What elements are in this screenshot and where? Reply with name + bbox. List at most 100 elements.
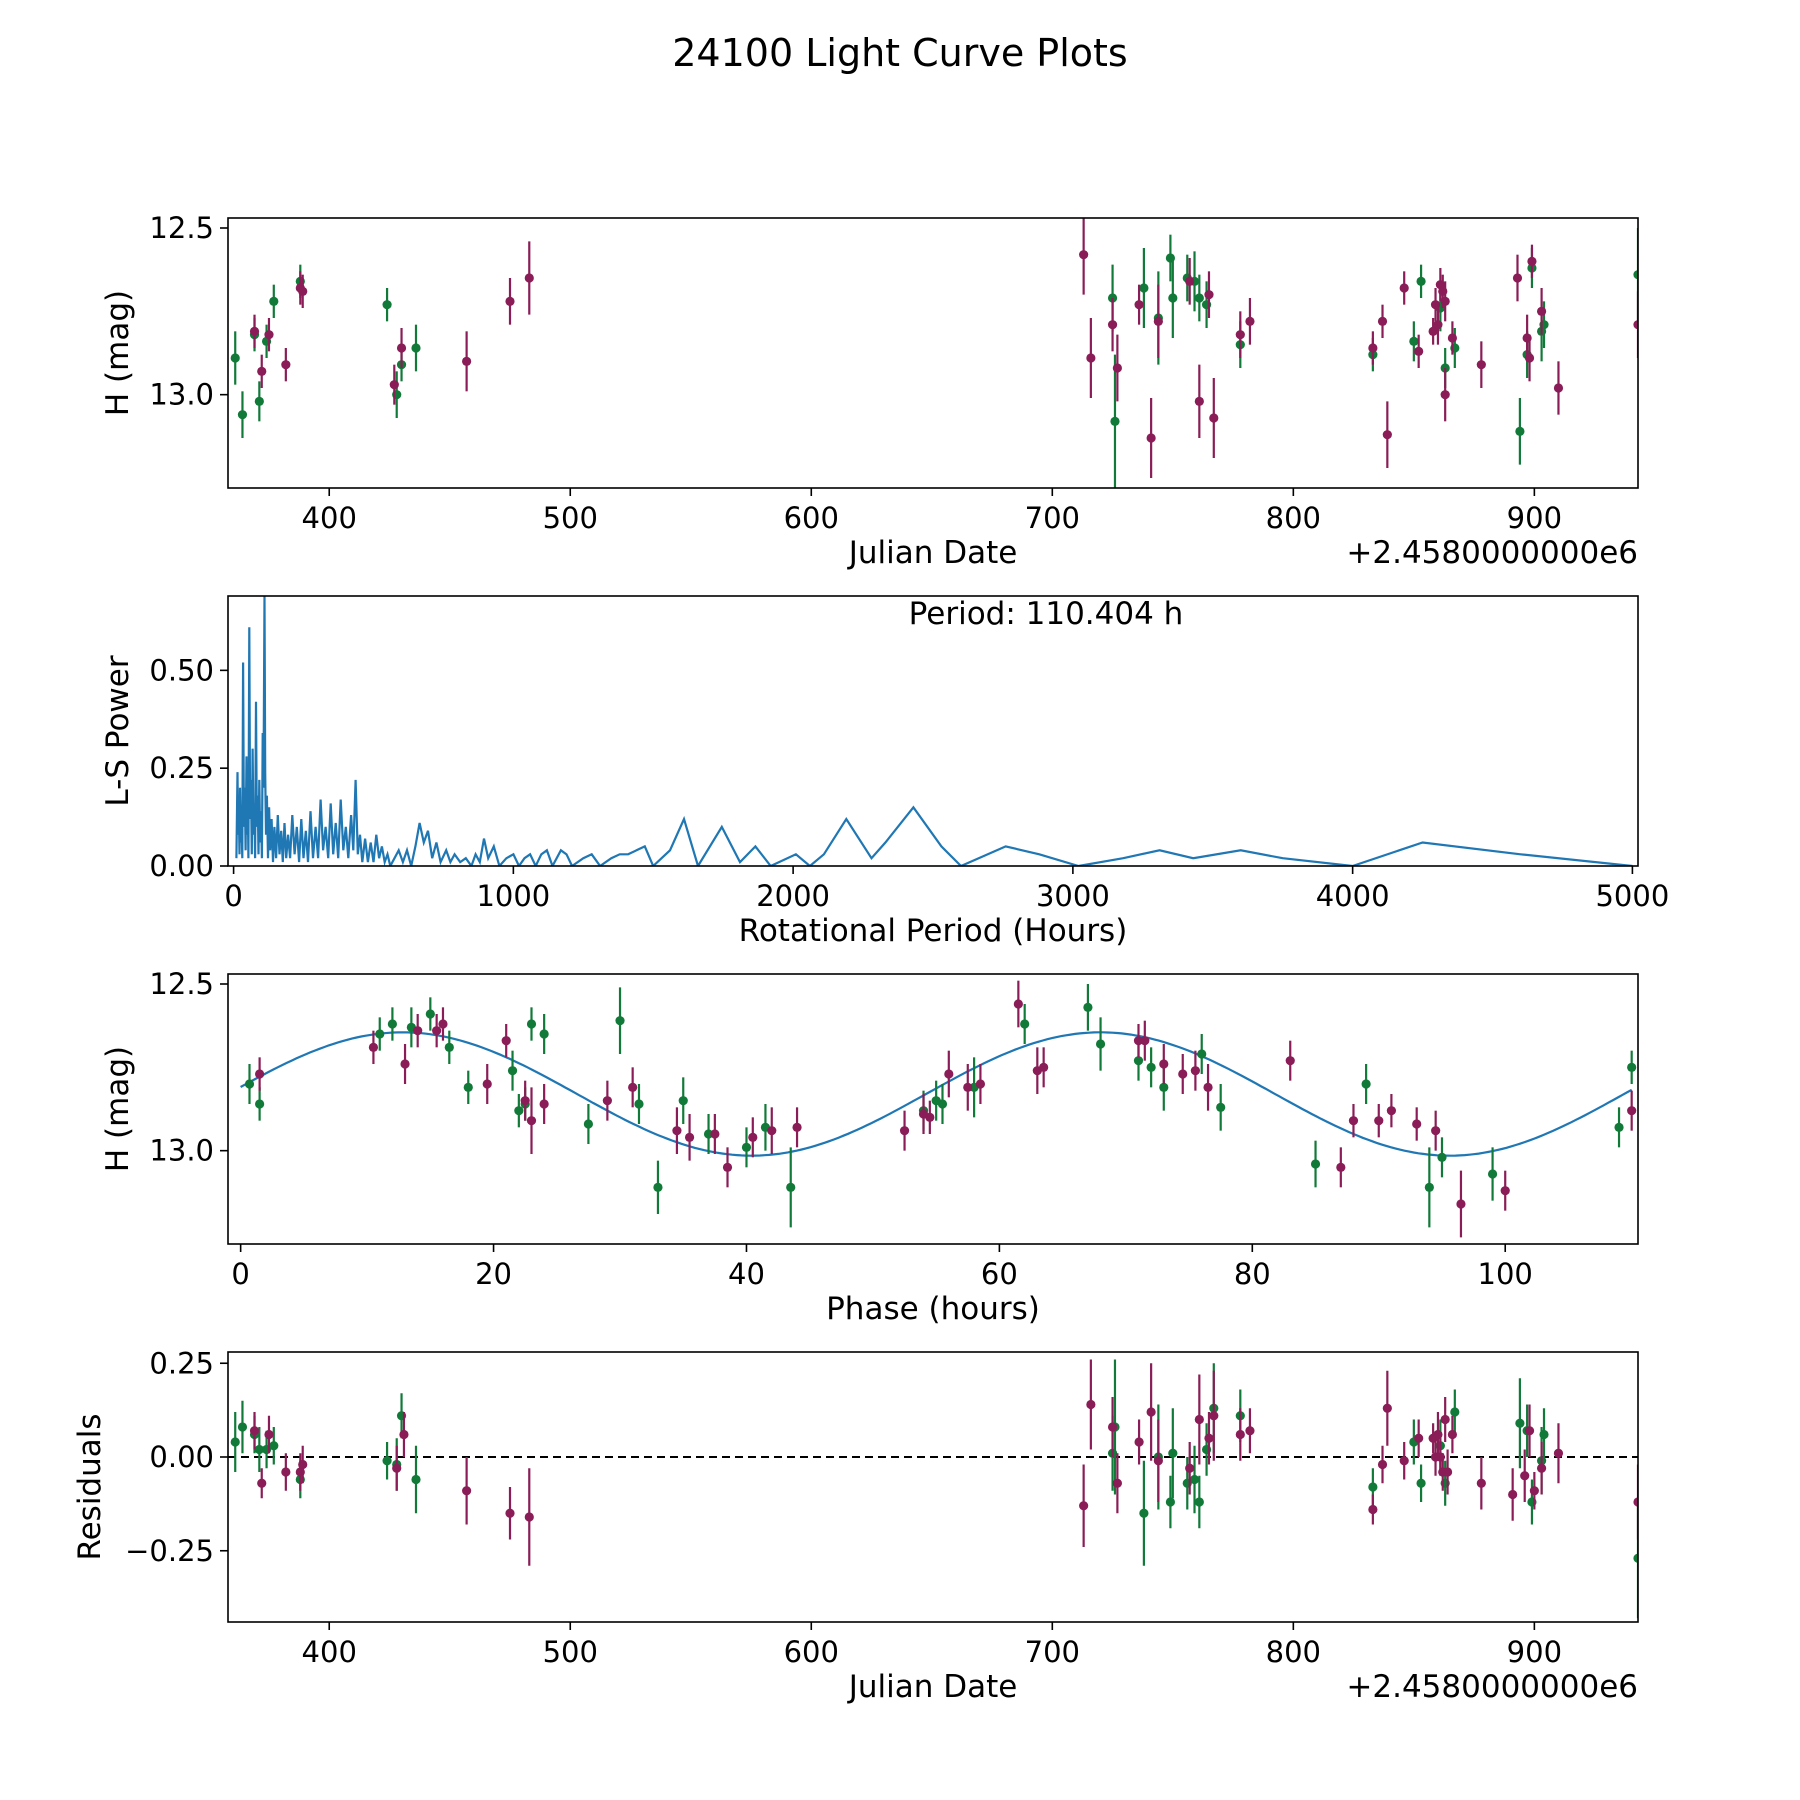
data-point-maroon — [1203, 1082, 1213, 1092]
data-point-green — [1139, 1508, 1149, 1518]
x-tick-label: 40 — [728, 1257, 765, 1291]
data-point-maroon — [368, 1042, 379, 1052]
x-tick-label: 4000 — [1316, 879, 1390, 913]
data-point-maroon — [1178, 1069, 1188, 1079]
data-point-green — [1110, 416, 1120, 426]
data-point-green — [1020, 1019, 1030, 1029]
data-point-maroon — [1399, 283, 1409, 293]
data-point-maroon — [1553, 383, 1564, 393]
data-point-maroon — [1508, 1489, 1518, 1500]
data-point-green — [1189, 1474, 1200, 1485]
data-point-green — [237, 1422, 248, 1432]
data-point-maroon — [1433, 320, 1443, 330]
x-tick-label: 900 — [1507, 501, 1562, 535]
data-point-maroon — [1134, 300, 1144, 310]
data-point-maroon — [1529, 1486, 1539, 1496]
data-point-maroon — [1159, 1059, 1169, 1069]
data-point-green — [1361, 1079, 1371, 1089]
data-point-maroon — [748, 1132, 758, 1142]
data-point-green — [1539, 1429, 1549, 1440]
y-tick-label: 12.5 — [149, 967, 214, 1001]
data-point-maroon — [1431, 1126, 1441, 1136]
x-tick-label: 0 — [224, 879, 242, 913]
data-point-green — [1437, 1152, 1447, 1162]
x-axis-label: Rotational Period (Hours) — [739, 913, 1128, 949]
y-tick-label: −0.25 — [125, 1534, 214, 1568]
data-point-maroon — [1112, 363, 1122, 373]
data-point-maroon — [1134, 1437, 1144, 1447]
x-tick-label: 500 — [543, 501, 598, 535]
data-point-green — [230, 353, 240, 363]
data-point-green — [1515, 1418, 1525, 1428]
data-point-green — [1083, 1002, 1093, 1012]
plot-area-periodogram — [235, 596, 1633, 866]
x-offset-label: +2.4580000000e6 — [1346, 535, 1638, 571]
data-point-maroon — [1520, 1471, 1530, 1481]
data-point-maroon — [482, 1079, 492, 1089]
data-point-maroon — [1440, 296, 1450, 306]
data-point-maroon — [602, 1096, 612, 1106]
data-point-maroon — [524, 273, 534, 283]
period-annotation: Period: 110.404 h — [909, 596, 1184, 632]
data-point-maroon — [524, 1512, 534, 1522]
x-tick-label: 20 — [475, 1257, 512, 1291]
data-point-maroon — [1204, 290, 1214, 300]
data-point-maroon — [1527, 256, 1537, 266]
data-point-green — [1310, 1159, 1321, 1169]
data-point-maroon — [1153, 316, 1163, 326]
data-point-maroon — [400, 1059, 410, 1069]
data-point-maroon — [462, 1486, 472, 1496]
data-point-maroon — [1377, 316, 1388, 326]
data-point-green — [1450, 1407, 1460, 1417]
y-axis-label: H (mag) — [100, 290, 136, 416]
data-point-maroon — [257, 366, 267, 376]
data-point-maroon — [628, 1082, 638, 1092]
x-tick-label: 400 — [302, 1635, 357, 1669]
data-point-maroon — [1536, 1463, 1547, 1473]
x-tick-label: 500 — [543, 1635, 598, 1669]
data-point-green — [1159, 1082, 1169, 1092]
y-tick-label: 13.0 — [149, 1134, 214, 1168]
data-point-green — [269, 1441, 279, 1451]
data-point-maroon — [264, 330, 274, 340]
data-point-maroon — [1414, 346, 1424, 356]
data-point-green — [1165, 1497, 1176, 1507]
data-point-maroon — [1204, 1433, 1214, 1443]
x-tick-label: 700 — [1025, 1635, 1080, 1669]
y-tick-label: 0.25 — [149, 1346, 214, 1380]
data-point-maroon — [413, 1026, 423, 1036]
data-point-green — [411, 1474, 421, 1485]
x-tick-label: 0 — [231, 1257, 249, 1291]
y-tick-label: 12.5 — [149, 211, 214, 245]
data-point-green — [382, 300, 392, 310]
data-point-maroon — [1190, 1066, 1200, 1076]
data-point-maroon — [505, 1508, 515, 1518]
data-point-maroon — [1146, 433, 1156, 443]
data-point-maroon — [389, 380, 399, 390]
data-point-maroon — [539, 1099, 549, 1109]
data-point-maroon — [1476, 360, 1486, 370]
y-tick-label: 0.00 — [149, 1440, 214, 1474]
data-point-green — [1095, 1039, 1106, 1049]
data-point-maroon — [1079, 1501, 1089, 1511]
data-point-maroon — [396, 343, 407, 353]
data-point-maroon — [1209, 413, 1219, 423]
x-tick-label: 600 — [784, 501, 839, 535]
data-point-maroon — [1194, 1414, 1204, 1425]
data-point-maroon — [1348, 1116, 1359, 1126]
data-point-green — [1146, 1062, 1156, 1072]
data-point-maroon — [944, 1069, 954, 1079]
data-point-maroon — [1112, 1478, 1122, 1488]
panel-lightcurve: 400 500 600 700 800 900 12.5 13.0 Julian Date H (… — [100, 211, 1639, 571]
data-point-maroon — [1245, 316, 1255, 326]
x-tick-label: 700 — [1025, 501, 1080, 535]
x-tick-label: 60 — [981, 1257, 1018, 1291]
data-point-maroon — [767, 1126, 777, 1136]
data-point-green — [1168, 293, 1178, 303]
data-point-maroon — [1140, 1036, 1150, 1046]
data-point-green — [1368, 1482, 1378, 1492]
x-axis-label: Julian Date — [847, 535, 1018, 571]
data-point-maroon — [1153, 1456, 1163, 1466]
data-point-green — [786, 1182, 796, 1192]
